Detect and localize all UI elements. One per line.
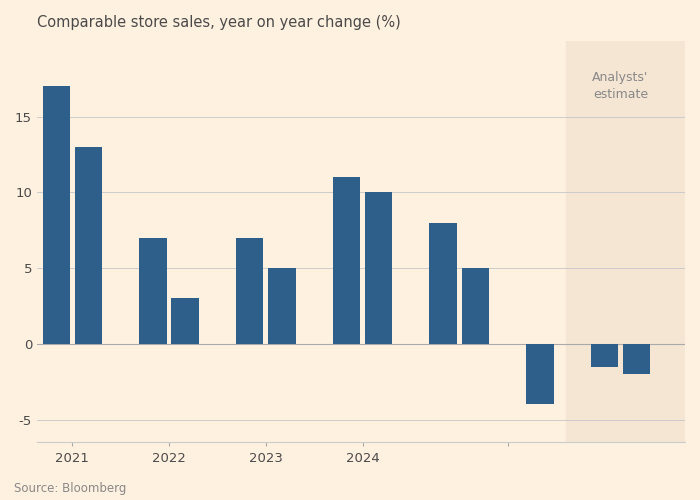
Text: Comparable store sales, year on year change (%): Comparable store sales, year on year cha…	[37, 15, 400, 30]
Bar	[365, 192, 393, 344]
Bar	[43, 86, 70, 344]
Text: Source: Bloomberg: Source: Bloomberg	[14, 482, 127, 495]
Bar	[591, 344, 618, 366]
Bar	[172, 298, 199, 344]
Bar	[268, 268, 295, 344]
Bar	[462, 268, 489, 344]
Bar	[332, 177, 360, 344]
Bar	[139, 238, 167, 344]
Bar	[236, 238, 263, 344]
Bar	[566, 41, 700, 442]
Bar	[430, 222, 457, 344]
Text: Analysts'
estimate: Analysts' estimate	[592, 71, 649, 101]
Bar	[75, 147, 102, 344]
Bar	[623, 344, 650, 374]
Bar	[526, 344, 554, 405]
